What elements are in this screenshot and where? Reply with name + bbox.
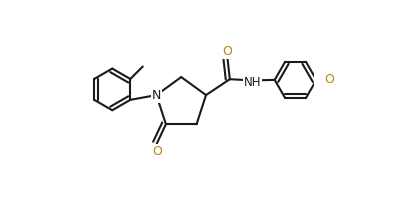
Text: N: N <box>152 89 161 102</box>
Text: NH: NH <box>244 76 261 89</box>
Text: O: O <box>324 73 334 86</box>
Text: O: O <box>152 145 162 158</box>
Text: O: O <box>223 45 233 58</box>
